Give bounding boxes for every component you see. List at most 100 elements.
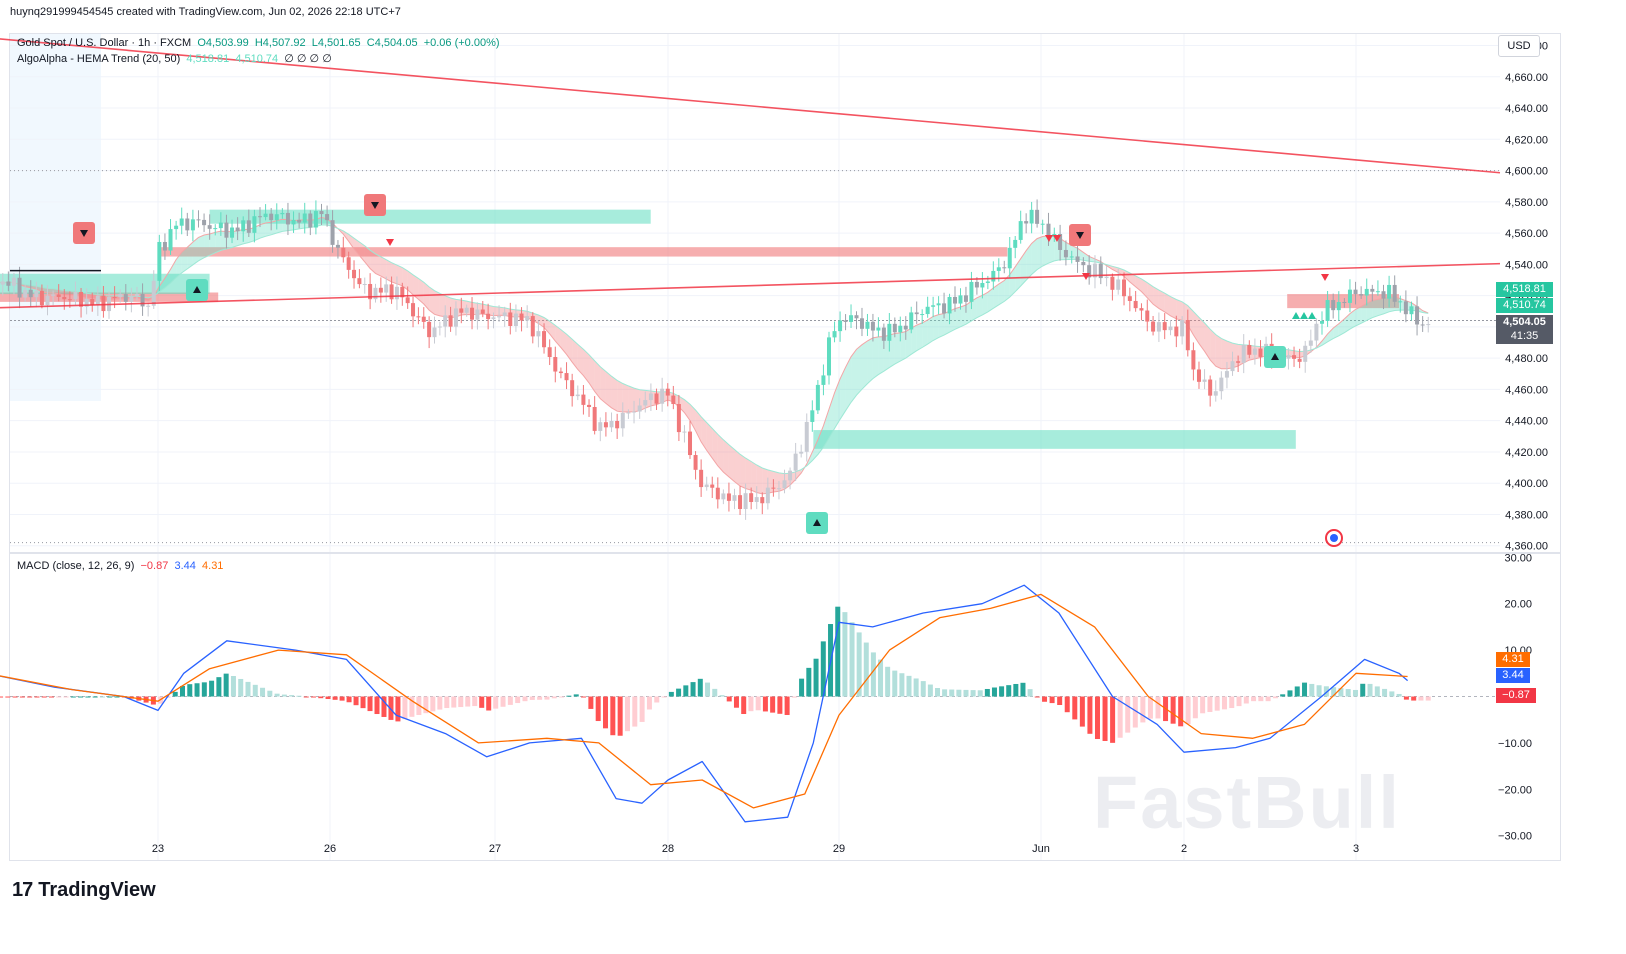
buy-signal-marker[interactable] (1264, 346, 1286, 368)
candle (749, 493, 754, 503)
candle (693, 455, 698, 470)
macd-legend[interactable]: MACD (close, 12, 26, 9) −0.87 3.44 4.31 (17, 560, 223, 572)
symbol-name[interactable]: Gold Spot / U.S. Dollar · 1h · FXCM (17, 37, 192, 49)
buy-signal-marker[interactable] (186, 279, 208, 301)
candle (553, 357, 558, 372)
candle (416, 316, 421, 318)
candle (246, 220, 251, 233)
macd-hist-label: −0.87 (1496, 688, 1536, 703)
candle (1342, 301, 1347, 303)
macd-hist-bar (1345, 689, 1351, 697)
macd-hist-bar (1396, 693, 1402, 697)
supply-zone (1287, 294, 1399, 309)
trend-band-segment (993, 284, 999, 309)
sell-signal-marker[interactable] (1069, 224, 1091, 246)
trend-band-segment (259, 223, 266, 239)
macd-hist-bar (1034, 696, 1040, 698)
candle (575, 394, 580, 397)
macd-axis-label: 30.00 (1504, 552, 1532, 564)
candle (832, 331, 837, 338)
candle (129, 296, 134, 302)
macd-hist-bar (451, 696, 457, 708)
macd-label[interactable]: MACD (close, 12, 26, 9) (17, 560, 135, 572)
candle (1375, 291, 1380, 293)
main-legend[interactable]: Gold Spot / U.S. Dollar · 1h · FXCM O4,5… (17, 35, 500, 67)
macd-hist-bar (1367, 683, 1373, 697)
trend-band-segment (922, 319, 928, 348)
candle (1364, 288, 1369, 296)
macd-hist-bar (856, 632, 862, 697)
trend-band-segment (982, 292, 988, 315)
candle (564, 373, 569, 381)
candle (704, 484, 709, 488)
candle (213, 228, 218, 230)
macd-hist-bar (114, 696, 120, 698)
macd-hist-bar (1117, 696, 1123, 738)
candle (991, 270, 996, 282)
trend-band-segment (600, 366, 606, 404)
macd-hist-bar (48, 696, 54, 698)
trend-band-segment (756, 464, 763, 494)
macd-hist-bar (92, 696, 98, 698)
macd-hist-bar (303, 696, 309, 698)
buy-signal-marker[interactable] (806, 512, 828, 534)
trend-band-segment (1015, 258, 1021, 292)
candle (876, 327, 881, 331)
trend-band-segment (944, 311, 950, 336)
trend-band-segment (701, 416, 707, 451)
trend-band-segment (927, 316, 934, 345)
sell-signal-marker[interactable] (364, 194, 386, 216)
currency-button[interactable]: USD (1498, 35, 1540, 57)
candle (90, 299, 95, 305)
candle (285, 212, 290, 225)
trend-band-segment (971, 297, 977, 321)
candle (743, 493, 748, 509)
macd-hist-bar (1214, 696, 1220, 711)
candle (974, 281, 979, 288)
trend-band-segment (1170, 296, 1177, 319)
candle (274, 214, 279, 221)
arrow-up-icon (1300, 312, 1308, 319)
trend-band-segment (678, 396, 685, 413)
trend-band-segment (1026, 243, 1032, 281)
trend-band-segment (762, 467, 768, 494)
candle (1002, 267, 1007, 269)
candle (1409, 306, 1414, 315)
macd-hist-bar (1132, 696, 1138, 728)
price-axis-label: 4,660.00 (1505, 72, 1548, 84)
candle (179, 218, 184, 226)
tradingview-brand[interactable]: 17 TradingView (12, 879, 156, 902)
macd-hist-bar (339, 696, 345, 701)
macd-hist-bar (367, 696, 373, 712)
candle (1370, 288, 1375, 292)
macd-hist-value: −0.87 (140, 560, 169, 572)
macd-hist-bar (806, 667, 812, 697)
open-value: O4,503.99 (197, 37, 249, 49)
time-axis-label: 26 (324, 843, 336, 855)
macd-hist-bar (245, 681, 251, 697)
candle (1319, 320, 1324, 324)
macd-hist-bar (296, 695, 302, 697)
candle (464, 307, 469, 313)
price-axis-label: 4,460.00 (1505, 384, 1548, 396)
candle (525, 316, 530, 321)
candle (715, 487, 720, 500)
candle (1252, 348, 1257, 355)
trend-band-segment (1164, 293, 1171, 316)
candle (1081, 261, 1086, 266)
trend-band-segment (987, 288, 994, 312)
indicator-name[interactable]: AlgoAlpha - HEMA Trend (20, 50) (17, 53, 181, 65)
macd-hist-bar (252, 684, 258, 697)
macd-hist-bar (1338, 688, 1344, 697)
macd-hist-bar (1079, 696, 1085, 727)
candle (357, 278, 362, 285)
candle (427, 321, 432, 338)
macd-hist-bar (1087, 696, 1093, 734)
sell-signal-marker[interactable] (73, 222, 95, 244)
trend-band-segment (965, 301, 972, 325)
macd-hist-bar (529, 696, 535, 700)
trend-band-segment (396, 265, 403, 286)
indicator-value-fast: 4,518.81 (186, 53, 230, 65)
trend-band-segment (1071, 245, 1078, 260)
